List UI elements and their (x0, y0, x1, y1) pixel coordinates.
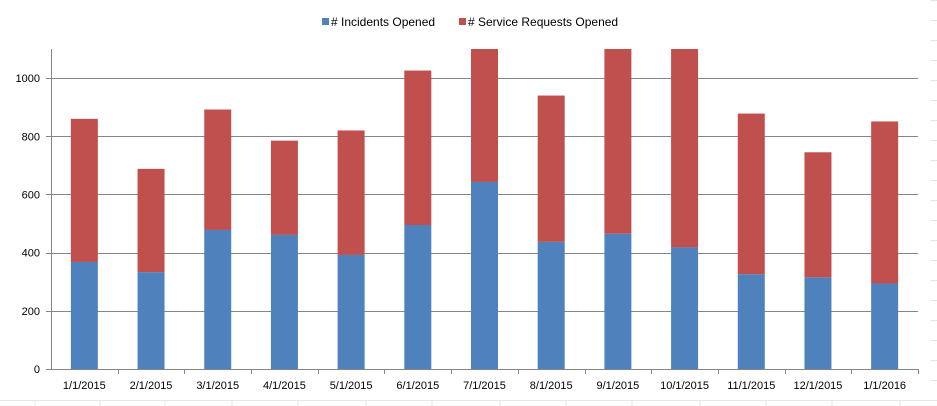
x-tick-label: 3/1/2015 (196, 380, 239, 392)
bar-incidents-opened (270, 234, 298, 369)
x-tick-label: 1/1/2015 (63, 380, 106, 392)
bar-service-requests-opened (204, 109, 232, 230)
x-tick-label: 4/1/2015 (263, 380, 306, 392)
bar-service-requests-opened (270, 140, 298, 235)
x-tick-label: 10/1/2015 (660, 380, 709, 392)
bar-service-requests-opened (337, 130, 365, 255)
x-tick-label: 7/1/2015 (463, 380, 506, 392)
bar-service-requests-opened (604, 49, 632, 234)
bar-service-requests-opened (671, 49, 699, 248)
y-tick-label: 1000 (16, 73, 40, 85)
x-tick-label: 1/1/2016 (863, 380, 906, 392)
y-tick-label: 200 (22, 306, 40, 318)
bar-incidents-opened (337, 254, 365, 369)
x-tick-label: 11/1/2015 (727, 380, 775, 392)
bar-incidents-opened (537, 241, 565, 369)
bar-service-requests-opened (137, 168, 165, 273)
x-tick-label: 2/1/2015 (130, 380, 173, 392)
bar-incidents-opened (137, 272, 165, 369)
x-tick-label: 5/1/2015 (330, 380, 373, 392)
bar-incidents-opened (804, 277, 832, 369)
bar-incidents-opened (70, 261, 98, 369)
bar-incidents-opened (471, 181, 498, 369)
y-tick-label: 0 (34, 364, 40, 376)
legend-label: # Incidents Opened (331, 15, 435, 29)
axes (46, 49, 919, 374)
bar-service-requests-opened (804, 152, 832, 278)
legend: # Incidents Opened # Service Requests Ope… (322, 15, 618, 29)
x-tick-label: 12/1/2015 (793, 380, 842, 392)
bar-incidents-opened (204, 229, 232, 369)
y-tick-label: 800 (22, 131, 40, 143)
bar-service-requests-opened (537, 95, 565, 242)
y-tick-label: 600 (22, 189, 40, 201)
bar-incidents-opened (737, 274, 765, 369)
y-tick-label: 400 (22, 248, 40, 260)
bar-service-requests-opened (737, 113, 765, 275)
bar-service-requests-opened (70, 118, 98, 262)
bar-service-requests-opened (871, 121, 899, 284)
x-axis-tick-labels: 1/1/2015 2/1/2015 3/1/2015 4/1/2015 5/1/2015… (63, 380, 906, 392)
x-tick-label: 8/1/2015 (530, 380, 573, 392)
bar-incidents-opened (604, 233, 632, 369)
bar-service-requests-opened (471, 49, 498, 182)
y-axis-tick-labels: 0 200 400 600 800 1000 (16, 73, 40, 376)
legend-swatch (459, 18, 466, 25)
bar-incidents-opened (404, 225, 432, 369)
legend-label: # Service Requests Opened (468, 15, 618, 29)
legend-swatch (322, 18, 329, 25)
bar-incidents-opened (871, 283, 899, 369)
x-tick-label: 6/1/2015 (396, 380, 439, 392)
x-tick-label: 9/1/2015 (596, 380, 639, 392)
bar-service-requests-opened (404, 70, 432, 225)
bar-incidents-opened (671, 247, 699, 369)
bars (70, 49, 899, 369)
